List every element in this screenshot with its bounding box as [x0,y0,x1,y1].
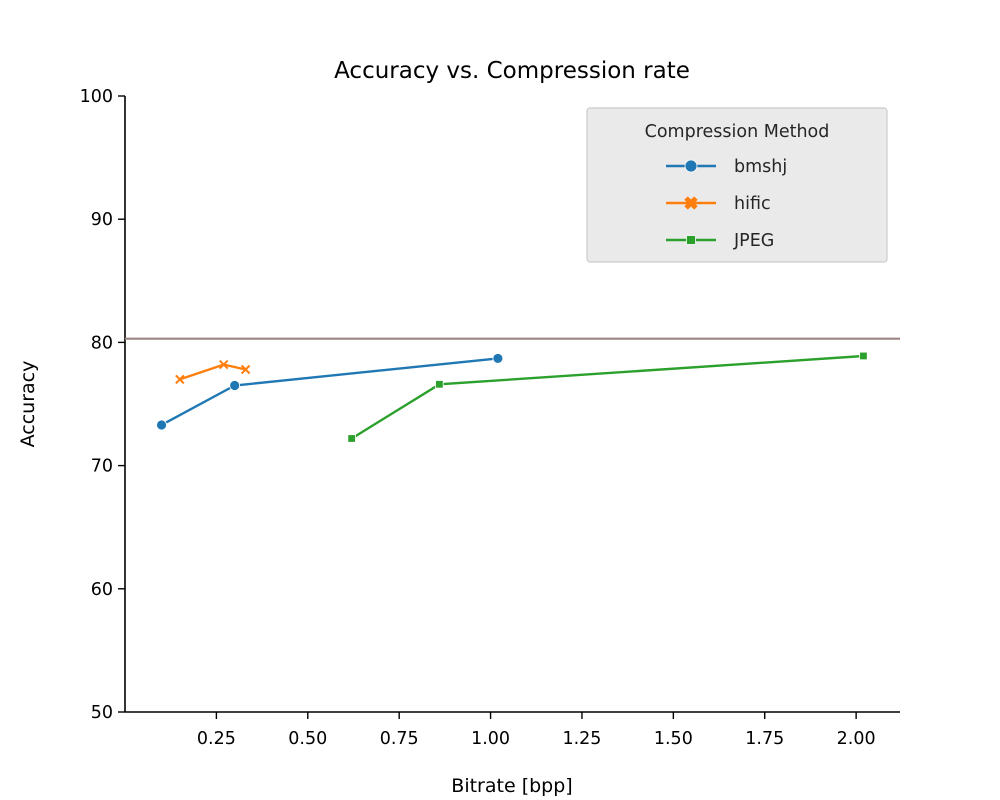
series-group [156,351,868,443]
x-tick-label: 1.25 [562,729,601,749]
series-bmshj [156,353,504,431]
data-point-bmshj [229,380,241,391]
marker-shape [684,196,698,210]
data-point-jpeg [859,351,868,361]
series-line-hific [179,363,246,381]
series-line-jpeg [351,354,864,440]
x-tick-label: 1.00 [471,729,510,749]
y-tick-label: 90 [91,210,113,230]
legend-entry-jpeg: JPEG [666,231,774,251]
marker-stroke [240,364,251,375]
data-point-hific [240,364,251,375]
axes: 50 60 70 80 90 100 0.25 0.50 0.75 1.00 1.25 1.50 1.7… [80,87,900,749]
x-tick-label: 1.50 [654,729,693,749]
x-tick-label: 0.75 [380,729,419,749]
y-tick-label: 100 [80,87,113,107]
x-tick-label: 0.50 [288,729,327,749]
legend: Compression Method bmshj hific JPEG [586,107,888,263]
legend-label: hific [734,194,771,214]
y-tick-label: 70 [91,457,113,477]
legend-label: JPEG [733,231,774,251]
data-point-hific [175,374,185,385]
series-hific [175,359,251,385]
legend-marker [684,196,698,210]
marker-stroke [175,374,185,385]
data-point-hific [218,359,229,370]
data-point-jpeg [435,380,444,389]
chart-title: Accuracy vs. Compression rate [334,58,690,84]
data-point-jpeg [347,434,356,443]
legend-entry-hific: hific [666,194,771,214]
data-point-bmshj [156,419,167,431]
y-tick-label: 60 [91,580,113,600]
x-axis-title: Bitrate [bpp] [451,775,572,797]
legend-label: bmshj [734,157,787,177]
marker-stroke [218,359,229,370]
legend-title: Compression Method [645,122,830,142]
legend-entry-bmshj: bmshj [666,157,787,177]
y-tick-label: 80 [91,333,113,353]
data-point-bmshj [492,353,504,364]
x-tick-label: 0.25 [197,729,236,749]
x-tick-label: 2.00 [837,729,876,749]
x-tick-label: 1.75 [745,729,784,749]
legend-box [586,107,888,263]
y-axis-title: Accuracy [17,361,39,448]
legend-marker [684,159,698,173]
legend-marker [686,235,696,245]
series-jpeg [347,351,868,443]
y-tick-label: 50 [91,703,113,723]
legend-entries: bmshj hific JPEG [666,157,787,251]
